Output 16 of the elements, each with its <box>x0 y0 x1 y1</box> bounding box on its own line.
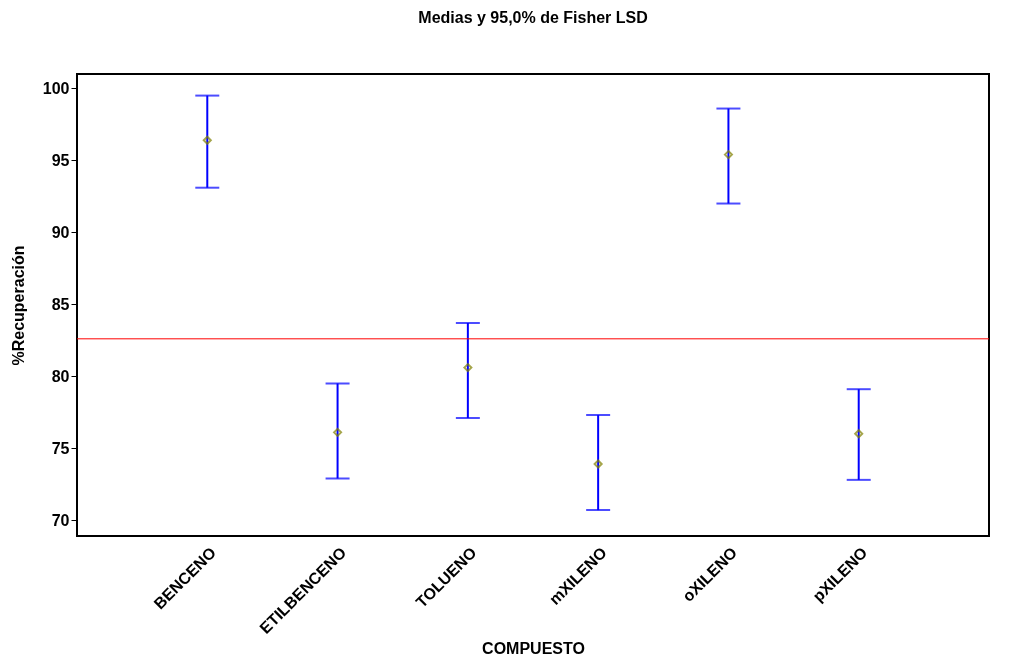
y-tick-label: 90 <box>51 223 70 241</box>
point <box>463 363 473 373</box>
y-tick-label: 85 <box>51 295 70 313</box>
y-axis-title: %Recuperación <box>9 245 27 366</box>
point <box>202 135 212 145</box>
point <box>723 150 733 160</box>
y-tick-label: 70 <box>51 511 70 529</box>
y-tick-label: 75 <box>51 439 70 457</box>
y-tick-label: 80 <box>51 367 70 385</box>
point <box>854 429 864 439</box>
point <box>333 427 343 437</box>
chart-title: Medias y 95,0% de Fisher LSD <box>418 9 648 26</box>
x-axis-title: COMPUESTO <box>482 639 585 657</box>
point <box>593 459 603 469</box>
y-tick-label: 100 <box>42 79 70 97</box>
y-tick-label: 95 <box>51 151 70 169</box>
